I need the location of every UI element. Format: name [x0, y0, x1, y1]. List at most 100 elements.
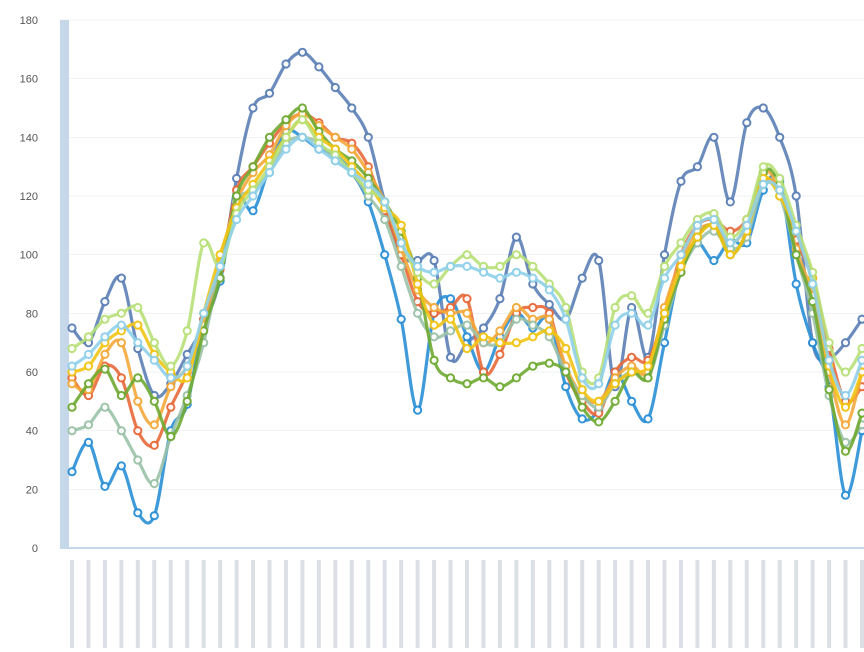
data-point: [363, 132, 373, 142]
gridlines: [60, 19, 864, 549]
data-point: [380, 197, 390, 207]
x-tick-mark: [267, 560, 272, 648]
data-point: [511, 338, 522, 348]
data-point: [83, 420, 94, 430]
x-tick-mark: [283, 560, 288, 648]
x-tick-mark: [366, 560, 371, 648]
data-point: [478, 373, 489, 383]
data-point: [824, 385, 834, 395]
data-point: [758, 162, 768, 172]
data-point: [495, 338, 505, 348]
data-point: [182, 373, 192, 383]
data-point: [840, 420, 851, 430]
x-tick-mark: [728, 560, 733, 648]
data-point: [742, 220, 752, 230]
y-tick-label: 120: [20, 191, 38, 203]
data-point: [462, 320, 472, 330]
data-point: [100, 297, 110, 307]
data-point: [67, 323, 77, 333]
data-point: [857, 408, 864, 418]
x-tick-mark: [70, 560, 74, 648]
data-point: [429, 267, 439, 277]
x-tick-mark: [629, 560, 634, 648]
data-point: [149, 478, 159, 489]
data-point: [544, 299, 554, 310]
y-axis-ticks: 0 20 40 60 80 100 120 140 160 180: [20, 15, 38, 555]
data-point: [478, 323, 489, 333]
data-point: [544, 358, 554, 368]
data-point: [429, 320, 439, 330]
data-point: [100, 364, 110, 374]
data-point: [544, 285, 554, 295]
data-point: [67, 379, 77, 389]
x-tick-mark: [596, 560, 601, 648]
data-point: [281, 132, 291, 142]
data-point: [133, 426, 143, 436]
data-point: [709, 132, 719, 142]
x-tick-mark: [316, 560, 321, 648]
data-point: [627, 396, 637, 406]
data-point: [478, 332, 489, 342]
y-tick-label: 60: [26, 367, 38, 379]
data-point: [676, 238, 686, 248]
data-point: [775, 185, 785, 195]
x-tick-mark: [777, 560, 782, 648]
data-point: [857, 355, 864, 365]
data-point: [166, 361, 176, 371]
data-point: [462, 343, 472, 354]
data-point: [462, 261, 472, 271]
x-tick-mark: [530, 560, 535, 648]
data-point: [643, 320, 653, 330]
x-tick-mark: [234, 560, 239, 648]
data-point: [83, 332, 94, 342]
x-tick-mark: [613, 560, 618, 648]
data-point: [495, 294, 505, 304]
data-point: [116, 426, 127, 436]
data-point: [429, 302, 439, 313]
data-point: [840, 367, 851, 377]
data-point: [149, 420, 159, 430]
x-tick-mark: [349, 560, 354, 648]
data-point: [330, 82, 340, 93]
data-point: [330, 156, 340, 166]
data-point: [659, 250, 670, 260]
data-point: [83, 361, 94, 371]
data-point: [149, 511, 159, 521]
data-point: [67, 343, 77, 354]
data-point: [462, 332, 472, 342]
data-point: [594, 417, 604, 427]
data-point: [429, 255, 439, 266]
series-9: [67, 132, 864, 401]
x-tick-mark: [646, 560, 651, 648]
data-point: [742, 118, 752, 128]
x-tick-mark: [168, 560, 173, 648]
x-tick-mark: [860, 560, 864, 648]
data-point: [149, 338, 159, 348]
data-point: [495, 261, 505, 271]
data-point: [692, 232, 703, 242]
data-point: [577, 414, 587, 424]
data-point: [840, 338, 851, 348]
y-tick-label: 140: [20, 132, 38, 144]
data-point: [544, 326, 554, 336]
data-point: [149, 396, 159, 406]
x-tick-mark: [382, 560, 387, 648]
data-point: [116, 273, 127, 283]
x-tick-mark: [86, 560, 91, 648]
data-point: [347, 144, 357, 154]
data-point: [462, 379, 472, 389]
data-point: [396, 220, 406, 230]
data-point: [182, 396, 192, 406]
data-point: [281, 144, 291, 154]
data-point: [495, 273, 505, 283]
x-tick-mark: [218, 560, 223, 648]
data-point: [840, 446, 851, 456]
data-point: [791, 191, 801, 201]
data-point: [544, 314, 554, 324]
data-point: [182, 326, 192, 336]
data-point: [100, 402, 110, 412]
data-point: [511, 302, 522, 313]
data-point: [396, 261, 406, 271]
data-point: [248, 206, 258, 216]
data-point: [232, 191, 242, 201]
